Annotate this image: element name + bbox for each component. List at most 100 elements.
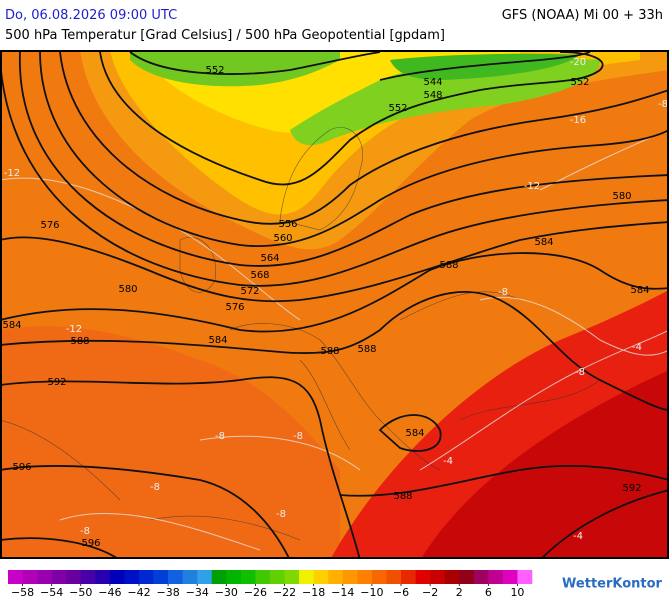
colorbar-swatch <box>139 570 154 584</box>
geopotential-label: 596 <box>81 538 100 549</box>
colorbar-swatch <box>8 570 23 584</box>
geopotential-label: 580 <box>612 191 631 202</box>
colorbar-label: −22 <box>273 586 296 599</box>
hottest-area <box>421 370 668 558</box>
colorbar-swatch <box>66 570 82 584</box>
colorbar-label: −50 <box>69 586 92 599</box>
colorbar-label: −18 <box>302 586 325 599</box>
geopotential-label: 580 <box>118 284 137 295</box>
map-frame <box>0 50 669 559</box>
very-cold-area <box>130 51 340 87</box>
colorbar-swatch <box>270 570 285 584</box>
geopotential-label: 576 <box>225 302 244 313</box>
colorbar-label: −34 <box>186 586 209 599</box>
colorbar-swatch <box>502 570 518 584</box>
geopotential-label: 584 <box>208 335 227 346</box>
colorbar-swatch <box>488 570 504 584</box>
geopotential-label: 568 <box>250 270 269 281</box>
colorbar-label: −14 <box>331 586 354 599</box>
geopotential-isoline <box>99 51 604 186</box>
colorbar-swatch <box>109 570 125 584</box>
warm-area <box>1 326 340 558</box>
geopotential-label: 588 <box>357 344 376 355</box>
geopotential-label: 544 <box>423 77 442 88</box>
geopotential-isoline <box>129 51 381 75</box>
geopotential-label: 552 <box>570 77 589 88</box>
colorbar-swatch <box>517 570 533 584</box>
temperature-label: -8 <box>575 367 585 378</box>
geopotential-label: 552 <box>205 65 224 76</box>
geopotential-isoline <box>39 51 668 247</box>
datetime: Do, 06.08.2026 09:00 UTC <box>5 8 177 23</box>
colorbar-swatch <box>342 570 358 584</box>
geopotential-isoline <box>59 51 668 225</box>
temperature-label: -8 <box>150 482 160 493</box>
colorbar-swatch <box>401 570 416 584</box>
geopotential-label: 556 <box>278 219 297 230</box>
colorbar-label: −30 <box>215 586 238 599</box>
colorbar-label: −46 <box>98 586 121 599</box>
temperature-label: -4 <box>443 456 453 467</box>
colorbar-swatch <box>80 570 96 584</box>
colorbar-swatch <box>153 570 169 584</box>
colorbar-label: −26 <box>244 586 267 599</box>
geopotential-isoline <box>19 51 668 267</box>
geopotential-label: 592 <box>622 483 641 494</box>
geopotential-label: 564 <box>260 253 279 264</box>
geopotential-isoline <box>1 252 668 333</box>
geopotential-label: 588 <box>393 491 412 502</box>
geopotential-label: 588 <box>439 260 458 271</box>
colorbar-swatch <box>124 570 140 584</box>
geopotential-isoline <box>1 61 668 287</box>
colorbar-swatch <box>444 570 460 584</box>
colorbar-label: −38 <box>157 586 180 599</box>
colorbar-swatch <box>226 570 242 584</box>
geopotential-isoline <box>1 291 668 411</box>
colorbar-swatch <box>371 570 387 584</box>
colorbar-swatch <box>22 570 38 584</box>
temperature-label: -20 <box>570 57 586 68</box>
geopotential-label: 572 <box>240 286 259 297</box>
geopotential-isoline <box>1 464 290 558</box>
very-cold-area-2 <box>290 58 600 146</box>
geopotential-isoline <box>339 464 668 497</box>
temperature-label: -16 <box>570 115 586 126</box>
colorbar-swatch <box>430 570 445 584</box>
colorbar-swatch <box>328 570 344 584</box>
colorbar-label: −42 <box>127 586 150 599</box>
geopotential-label: 552 <box>388 103 407 114</box>
colorbar-swatch <box>284 570 300 584</box>
temperature-label: -8 <box>293 431 303 442</box>
temperature-label: -8 <box>215 431 225 442</box>
geopotential-isoline <box>1 537 119 558</box>
colorbar-label: −58 <box>11 586 34 599</box>
colorbar-swatch <box>37 570 52 584</box>
colorbar-swatch <box>197 570 213 584</box>
temperature-label: -12 <box>4 168 20 179</box>
geopotential-label: 588 <box>320 346 339 357</box>
geopotential-isoline <box>1 221 668 303</box>
colorbar-swatch <box>313 570 329 584</box>
temperature-label: -8 <box>658 99 668 110</box>
geopotential-isoline <box>378 414 442 452</box>
colorbar-label: −2 <box>422 586 438 599</box>
map: 552 544 548 552 552 580 576 556 560 564 584 568 588 5… <box>1 51 668 558</box>
geopotential-isoline <box>379 51 591 81</box>
colorbar-label: 10 <box>510 586 524 599</box>
temperature-label: -8 <box>276 509 286 520</box>
colorbar-label: −54 <box>40 586 63 599</box>
temperature-label: -12 <box>524 181 540 192</box>
geopotential-label: 596 <box>12 462 31 473</box>
geopotential-label: 560 <box>273 233 292 244</box>
colorbar-swatch <box>357 570 373 584</box>
temperature-label: -12 <box>66 324 82 335</box>
geopotential-isoline <box>1 376 361 558</box>
colorbar-swatch <box>386 570 402 584</box>
colorbar-swatch <box>473 570 489 584</box>
geopotential-label: 576 <box>40 220 59 231</box>
subtitle: 500 hPa Temperatur [Grad Celsius] / 500 … <box>5 28 445 43</box>
colorbar-swatch <box>299 570 314 584</box>
colorbar-swatch <box>168 570 183 584</box>
colorbar-label: 2 <box>456 586 463 599</box>
